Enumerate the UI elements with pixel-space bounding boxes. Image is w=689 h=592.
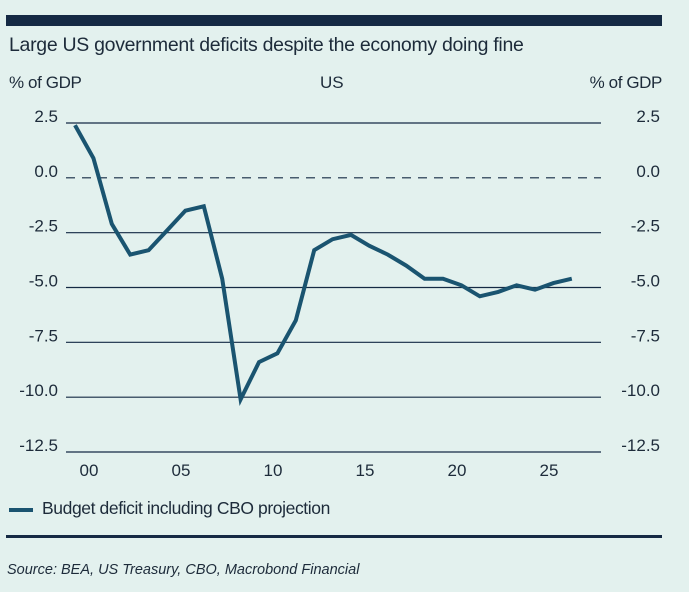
x-tick-label: 15 (356, 461, 375, 480)
legend: Budget deficit including CBO projection (9, 498, 330, 519)
x-tick-label: 05 (172, 461, 191, 480)
legend-swatch (9, 507, 33, 512)
y-tick-label-right: -10.0 (621, 381, 660, 400)
y-tick-label-left: -10.0 (19, 381, 58, 400)
y-tick-label-right: -7.5 (631, 326, 660, 345)
legend-label: Budget deficit including CBO projection (42, 498, 330, 518)
bottom-rule (6, 535, 662, 538)
left-y-axis-labels: 2.5 0.0 -2.5 -5.0 -7.5 -10.0 -12.5 (19, 107, 58, 455)
right-axis-unit-label: % of GDP (589, 73, 663, 92)
y-tick-label-right: -2.5 (631, 217, 660, 236)
source-note: Source: BEA, US Treasury, CBO, Macrobond… (7, 562, 360, 578)
top-rule (6, 15, 662, 26)
x-tick-label: 10 (264, 461, 283, 480)
y-tick-label-left: -5.0 (29, 272, 58, 291)
y-tick-label-left: -2.5 (29, 217, 58, 236)
y-tick-label-left: 2.5 (34, 107, 58, 126)
series-line (73, 124, 573, 406)
series-group (73, 124, 573, 406)
x-axis-labels: 00 05 10 15 20 25 (80, 461, 559, 480)
chart-subtitle: US (320, 73, 344, 92)
y-tick-label-right: -5.0 (631, 272, 660, 291)
y-tick-label-left: -12.5 (19, 436, 58, 455)
x-tick-label: 25 (540, 461, 559, 480)
chart-title: Large US government deficits despite the… (9, 34, 524, 56)
x-tick-label: 20 (448, 461, 467, 480)
left-axis-unit-label: % of GDP (9, 73, 82, 92)
y-tick-label-left: -7.5 (29, 326, 58, 345)
x-tick-label: 00 (80, 461, 99, 480)
y-tick-label-left: 0.0 (34, 162, 58, 181)
y-tick-label-right: -12.5 (621, 436, 660, 455)
y-tick-label-right: 0.0 (636, 162, 660, 181)
right-y-axis-labels: 2.5 0.0 -2.5 -5.0 -7.5 -10.0 -12.5 (621, 107, 660, 455)
y-tick-label-right: 2.5 (636, 107, 660, 126)
